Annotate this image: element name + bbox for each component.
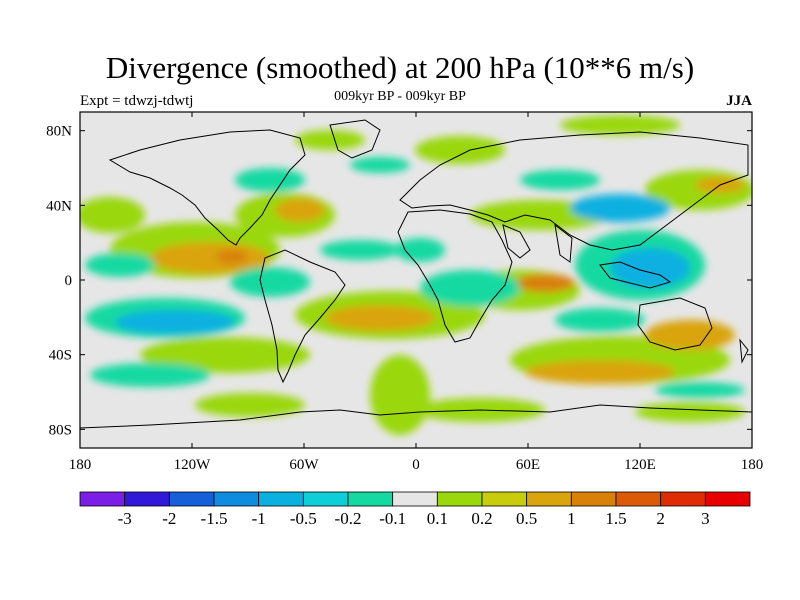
colorbar-swatch (526, 491, 572, 507)
x-tick-label: 180 (69, 457, 92, 473)
chart-title: Divergence (smoothed) at 200 hPa (10**6 … (105, 50, 695, 85)
coastlines (80, 119, 752, 429)
y-tick-label: 40N (46, 198, 72, 214)
colorbar-label: 2 (656, 509, 665, 528)
colorbar-label: -0.5 (290, 509, 317, 528)
colorbar-swatch (481, 491, 528, 507)
y-tick-label: 80N (46, 124, 72, 140)
colorbar-swatch (258, 491, 304, 507)
colorbar-swatch (347, 491, 394, 507)
y-tick-label: 0 (65, 273, 73, 289)
colorbar-label: -3 (118, 509, 132, 528)
x-tick-label: 60W (289, 457, 319, 473)
colorbar-label: 0.5 (516, 509, 537, 528)
season-label: JJA (726, 93, 752, 109)
colorbar-swatch (570, 491, 617, 507)
colorbar-label: -0.1 (379, 509, 406, 528)
colorbar-label: 1.5 (605, 509, 626, 528)
y-tick-label: 80S (49, 422, 72, 438)
x-tick-label: 180 (741, 457, 764, 473)
x-tick-label: 60E (516, 457, 540, 473)
colorbar-label: -2 (162, 509, 176, 528)
x-tick-label: 0 (412, 457, 420, 473)
divergence-field (80, 115, 752, 435)
colorbar-label: 1 (567, 509, 576, 528)
colorbar-label: 0.1 (427, 509, 448, 528)
colorbar-swatch (168, 491, 215, 507)
map-axes: 180 120W 60W 0 60E 120E 180 80N 40N 0 40S 80S (46, 112, 763, 473)
experiment-label: Expt = tdwzj-tdwtj (80, 93, 194, 109)
y-tick-label: 40S (49, 348, 72, 364)
colorbar-label: -1 (252, 509, 266, 528)
colorbar-swatch (392, 491, 438, 507)
colorbar-label: -0.2 (335, 509, 362, 528)
colorbar-label: 0.2 (471, 509, 492, 528)
x-tick-label: 120W (174, 457, 212, 473)
chart-subtitle: 009kyr BP - 009kyr BP (334, 89, 466, 104)
colorbar-swatch (704, 491, 751, 507)
colorbar-label: -1.5 (201, 509, 228, 528)
colorbar-swatch (79, 491, 126, 507)
colorbar-swatch (436, 491, 483, 507)
x-tick-label: 120E (624, 457, 656, 473)
colorbar: -3 -2 -1.5 -1 -0.5 -0.2 -0.1 0.1 0.2 0.5 1 1.5 2 3 (79, 491, 751, 528)
colorbar-swatch (302, 491, 349, 507)
colorbar-swatch (660, 491, 706, 507)
colorbar-swatch (213, 491, 260, 507)
colorbar-swatch (615, 491, 662, 507)
colorbar-swatch (124, 491, 170, 507)
colorbar-label: 3 (701, 509, 710, 528)
